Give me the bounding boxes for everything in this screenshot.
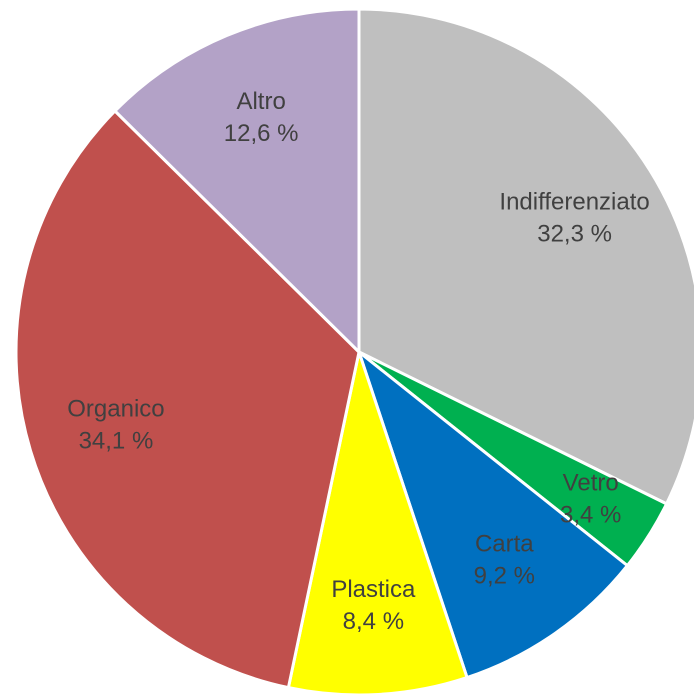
pie-slice [355,347,630,680]
slice-category-label: Vetro [563,469,619,496]
slice-value-label: 32,3 % [537,220,612,247]
slice-category-label: Organico [67,395,164,422]
slice-value-label: 34,1 % [79,427,154,454]
slice-value-label: 8,4 % [343,608,404,635]
slice-category-label: Indifferenziato [499,188,649,215]
slice-value-label: 9,2 % [474,562,535,589]
slice-category-label: Altro [236,88,285,115]
pie-slice [357,7,694,506]
slice-value-label: 3,4 % [560,501,621,528]
slice-category-label: Carta [475,530,534,557]
pie-slice [14,108,361,690]
pie-slice [112,7,361,356]
pie-slice [286,346,469,697]
slice-category-label: Plastica [331,576,416,603]
slice-value-label: 12,6 % [224,120,299,147]
